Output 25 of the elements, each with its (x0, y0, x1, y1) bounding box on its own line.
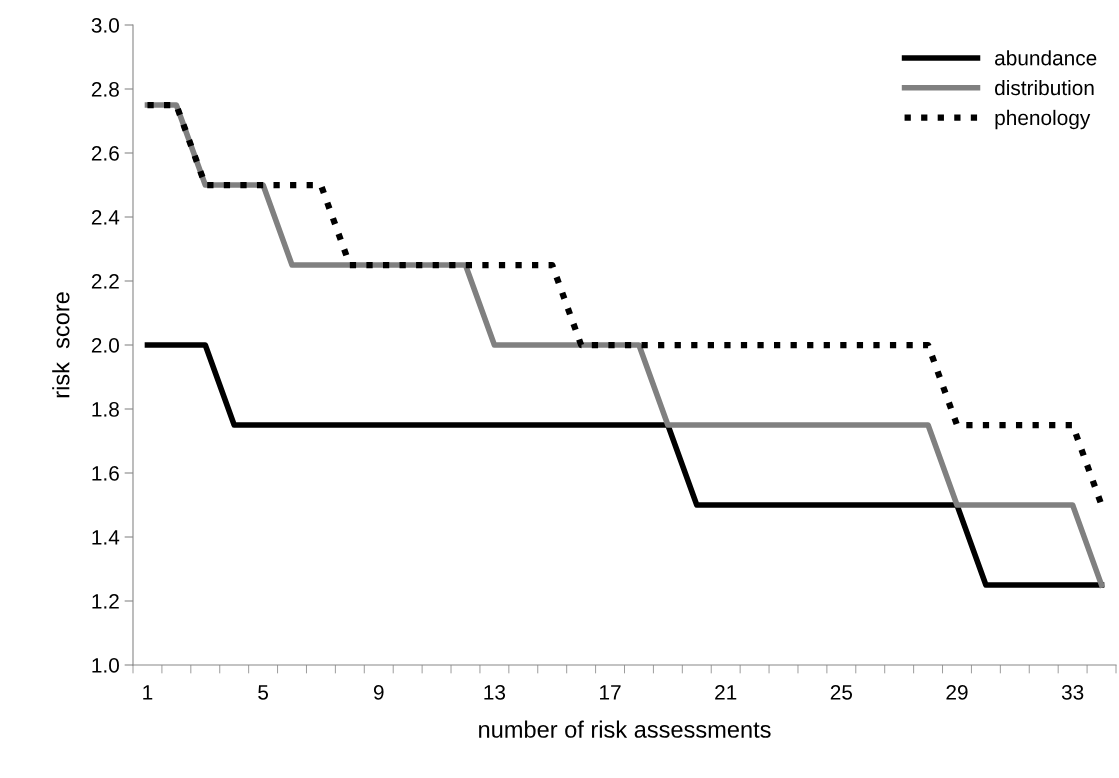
y-tick-label: 2.0 (91, 338, 119, 353)
x-tick-label: 5 (258, 685, 269, 700)
y-tick-label: 2.4 (91, 210, 120, 225)
x-axis-title: number of risk assessments (479, 720, 771, 738)
x-tick-label: 9 (373, 684, 384, 700)
y-tick-label: 1.8 (92, 402, 119, 417)
x-tick-label: 25 (830, 684, 853, 700)
legend-label: distribution (995, 79, 1094, 96)
y-tick-label: 1.6 (92, 466, 119, 481)
y-tick-label: 1.2 (92, 594, 119, 609)
x-tick-label: 33 (1061, 684, 1084, 700)
y-tick-label: 1.0 (92, 658, 119, 673)
y-axis-title: risk score (52, 292, 70, 398)
x-tick-label: 17 (600, 685, 621, 700)
legend-label: abundance (995, 50, 1097, 66)
legend-label: phenology (995, 109, 1091, 130)
x-tick-label: 13 (484, 684, 506, 700)
y-tick-label: 3.0 (91, 18, 119, 33)
y-tick-label: 1.4 (92, 530, 120, 545)
x-tick-label: 1 (143, 685, 153, 700)
y-tick-label: 2.6 (91, 146, 119, 161)
y-tick-label: 2.8 (91, 82, 119, 97)
x-tick-label: 21 (715, 684, 737, 700)
y-tick-label: 2.2 (91, 274, 119, 289)
x-tick-label: 29 (946, 684, 968, 700)
